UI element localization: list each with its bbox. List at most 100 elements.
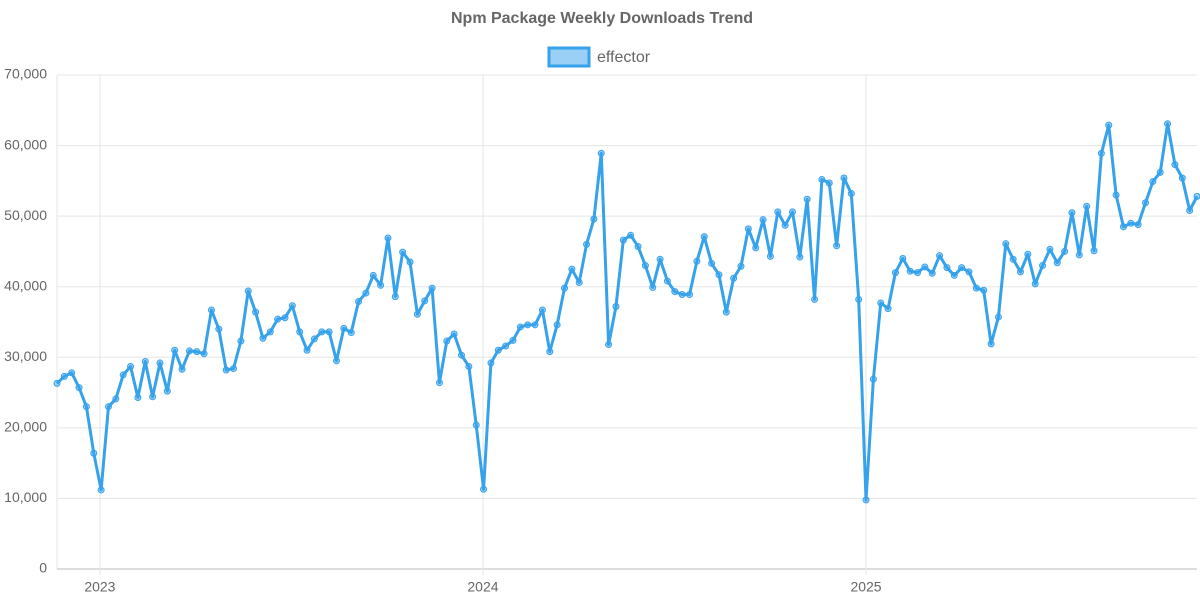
point <box>472 421 480 429</box>
point <box>546 348 554 356</box>
y-tick-label: 20,000 <box>4 419 47 435</box>
point <box>847 190 855 198</box>
point <box>759 216 767 224</box>
point <box>384 234 392 242</box>
point <box>914 269 922 277</box>
point <box>862 496 870 504</box>
point <box>281 314 289 322</box>
point <box>487 359 495 367</box>
point <box>97 486 105 494</box>
point <box>531 321 539 329</box>
point <box>509 336 517 344</box>
point <box>921 263 929 271</box>
y-tick-label: 10,000 <box>4 489 47 505</box>
point <box>391 293 399 301</box>
point <box>730 274 738 282</box>
y-tick-label: 0 <box>39 560 47 576</box>
point <box>428 284 436 292</box>
point <box>178 365 186 373</box>
point <box>502 342 510 350</box>
legend-swatch <box>547 46 591 68</box>
point <box>987 340 995 348</box>
point <box>928 269 936 277</box>
point <box>171 346 179 354</box>
point <box>524 321 532 329</box>
point <box>362 289 370 297</box>
point <box>104 403 112 411</box>
point <box>884 305 892 313</box>
point <box>1156 168 1164 176</box>
point <box>1053 259 1061 267</box>
point <box>215 325 223 333</box>
point <box>377 281 385 289</box>
point <box>75 384 83 392</box>
point <box>1171 161 1179 169</box>
point <box>82 403 90 411</box>
point <box>1112 191 1120 199</box>
point <box>752 244 760 252</box>
x-tick-label: 2023 <box>84 579 115 595</box>
point <box>1039 262 1047 270</box>
point <box>237 337 245 345</box>
point <box>465 362 473 370</box>
point <box>590 215 598 223</box>
point <box>149 393 157 401</box>
point <box>619 236 627 244</box>
point <box>1097 149 1105 157</box>
point <box>53 379 61 387</box>
y-tick-label: 50,000 <box>4 207 47 223</box>
legend-label: effector <box>597 49 651 66</box>
point <box>60 372 68 380</box>
point <box>1149 178 1157 186</box>
point <box>553 321 561 329</box>
point <box>980 286 988 294</box>
point <box>634 242 642 250</box>
point <box>421 297 429 305</box>
point <box>1083 202 1091 210</box>
point <box>693 257 701 265</box>
point <box>1090 247 1098 255</box>
point <box>891 269 899 277</box>
point <box>435 379 443 387</box>
point <box>958 264 966 272</box>
point <box>244 287 252 295</box>
point <box>833 242 841 250</box>
point <box>141 358 149 366</box>
point <box>200 350 208 358</box>
point <box>90 449 98 457</box>
point <box>134 394 142 402</box>
point <box>560 284 568 292</box>
point <box>413 310 421 318</box>
y-tick-label: 70,000 <box>4 66 47 82</box>
point <box>230 365 238 373</box>
point <box>965 268 973 276</box>
point <box>1002 240 1010 248</box>
point <box>612 302 620 310</box>
point <box>259 334 267 342</box>
point <box>318 328 326 336</box>
line <box>55 122 1199 502</box>
point <box>303 346 311 354</box>
point <box>568 265 576 273</box>
point <box>1193 192 1200 200</box>
point <box>663 277 671 285</box>
point <box>1134 221 1142 229</box>
point <box>950 271 958 279</box>
point <box>678 290 686 298</box>
point <box>1068 209 1076 217</box>
point <box>906 267 914 275</box>
point <box>943 264 951 272</box>
point <box>597 149 605 157</box>
point <box>1075 251 1083 259</box>
point <box>296 328 304 336</box>
point <box>936 252 944 260</box>
x-tick-label: 2024 <box>467 579 498 595</box>
point <box>480 485 488 493</box>
point <box>869 375 877 383</box>
point <box>1178 174 1186 182</box>
point <box>781 221 789 229</box>
point <box>899 254 907 262</box>
point <box>274 315 282 323</box>
point <box>288 302 296 310</box>
x-tick-label: 2025 <box>850 579 881 595</box>
